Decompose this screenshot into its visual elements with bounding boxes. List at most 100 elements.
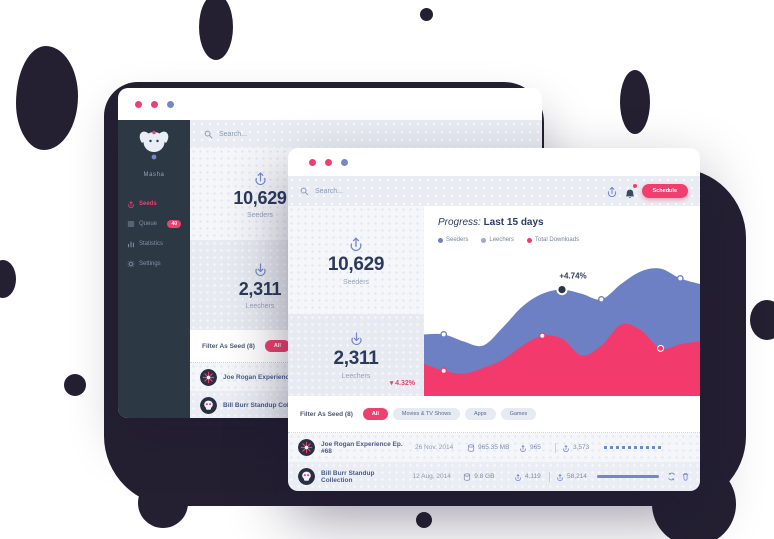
torrent-date: 12 Aug, 2014 (412, 473, 451, 480)
upload-count-icon (557, 473, 563, 481)
back-window-titlebar (118, 88, 542, 120)
statistics-icon (128, 241, 134, 248)
stat-card-leechers: 2,311 Leechers ▾ 4.32% (288, 314, 424, 396)
legend-dot (527, 237, 533, 243)
progress-chart-panel: Progress: Last 15 days Seeders Leechers … (424, 206, 700, 396)
leechers-count: 2,311 (333, 348, 379, 369)
progress-bar (597, 475, 660, 478)
gear-icon (127, 260, 135, 268)
torrent-title: Joe Rogan Experience Ep. #68 (223, 373, 318, 381)
sidebar: Masha Seeds Queue 40 Statistics (118, 120, 190, 418)
chart-marker (556, 283, 568, 296)
upload-count-icon (563, 444, 569, 452)
filter-pill-games[interactable]: Games (500, 408, 537, 420)
notifications-button[interactable] (624, 184, 637, 198)
progress-area-chart: +4.74% (424, 268, 700, 396)
sidebar-item-queue[interactable]: Queue 40 (118, 214, 190, 234)
filter-row: Filter As Seed (8) All Movies & TV Shows… (288, 396, 700, 433)
torrent-row[interactable]: Joe Rogan Experience Ep. #68 26 Nov, 201… (288, 433, 700, 462)
bell-icon (625, 189, 634, 198)
sidebar-item-label: Queue (139, 221, 158, 227)
front-window-titlebar (288, 148, 700, 176)
decor-dot (0, 260, 16, 298)
leechers-count: 2,311 (238, 278, 282, 299)
total-downloads-area (424, 323, 700, 396)
profile-name: Masha (143, 172, 165, 178)
filter-pill-all[interactable]: All (362, 408, 388, 420)
upload-count-icon (515, 473, 521, 481)
sync-icon[interactable] (667, 472, 676, 481)
filter-pill-movies[interactable]: Movies & TV Shows (392, 408, 461, 420)
trash-icon[interactable] (681, 472, 690, 481)
torrent-avatar (200, 368, 217, 386)
filter-label: Filter As Seed (8) (202, 342, 255, 350)
decor-oval (620, 70, 650, 134)
torrent-date: 26 Nov, 2014 (415, 444, 454, 451)
cloud-download-icon (350, 332, 362, 345)
torrent-seeds: 4,119 (514, 473, 543, 481)
decor-dot (420, 8, 433, 21)
decor-oval (199, 0, 233, 60)
torrent-avatar (200, 396, 217, 414)
leechers-label: Leechers (341, 373, 371, 380)
sidebar-item-statistics[interactable]: Statistics (118, 234, 190, 254)
upload-count-icon (520, 444, 526, 452)
torrent-seeds: 965 (519, 444, 549, 452)
torrent-title: Joe Rogan Experience Ep. #68 (321, 440, 403, 455)
window-control-dot[interactable] (325, 158, 332, 166)
queue-count-badge: 40 (167, 220, 181, 228)
decor-dot (750, 300, 774, 340)
torrent-avatar (298, 468, 315, 485)
torrent-row[interactable]: Bill Burr Standup Collection 12 Aug, 201… (288, 462, 700, 491)
notification-dot (632, 184, 637, 188)
torrent-size: 9.8 GB (463, 472, 508, 481)
profile-avatar[interactable] (134, 125, 174, 165)
chart-markers (440, 274, 684, 375)
sidebar-menu: Seeds Queue 40 Statistics Settings (118, 194, 190, 274)
cloud-upload-icon (254, 171, 266, 185)
chart-marker (538, 332, 546, 340)
filter-label: Filter As Seed (8) (300, 410, 353, 418)
sidebar-item-label: Seeds (139, 201, 157, 207)
legend-dot (438, 237, 443, 243)
divider (549, 471, 551, 482)
stat-card-seeders: 10,629 Seeders (288, 206, 424, 314)
torrent-downloads: 58,214 (556, 473, 591, 481)
chart-marker (440, 331, 448, 338)
chart-marker (597, 296, 605, 303)
search-input[interactable]: Search... (190, 120, 542, 148)
sidebar-item-seeds[interactable]: Seeds (118, 194, 190, 214)
chart-marker (440, 367, 448, 375)
decor-circle (138, 478, 188, 528)
window-control-dot[interactable] (167, 100, 174, 108)
chart-legend: Seeders Leechers Total Downloads (438, 237, 579, 243)
chart-title: Progress: Last 15 days (438, 217, 544, 228)
legend-item-seeders[interactable]: Seeders (438, 237, 468, 243)
legend-item-leechers[interactable]: Leechers (481, 237, 514, 243)
window-control-dot[interactable] (309, 158, 316, 166)
schedule-button[interactable]: Schedule (641, 184, 688, 198)
search-icon (204, 130, 213, 138)
queue-icon (127, 221, 135, 227)
window-control-dot[interactable] (341, 158, 348, 166)
cloud-upload-icon[interactable] (606, 185, 618, 197)
seeders-label: Seeders (342, 278, 370, 286)
sidebar-item-settings[interactable]: Settings (118, 254, 190, 274)
filter-pill-all[interactable]: All (264, 340, 290, 352)
window-control-dot[interactable] (151, 100, 158, 108)
filter-pill-apps[interactable]: Apps (465, 408, 496, 420)
torrent-size: 965.35 MB (467, 443, 513, 452)
legend-dot (481, 237, 487, 243)
database-icon (464, 472, 471, 481)
sidebar-item-label: Settings (139, 261, 161, 267)
divider (555, 442, 556, 453)
decor-dot (416, 512, 432, 528)
leechers-delta: ▾ 4.32% (389, 380, 415, 387)
window-control-dot[interactable] (135, 100, 142, 108)
legend-item-total-downloads[interactable]: Total Downloads (527, 237, 579, 243)
search-input[interactable]: Search... (315, 187, 344, 195)
torrent-avatar (298, 439, 315, 456)
cloud-download-icon (254, 262, 266, 276)
database-icon (467, 443, 475, 452)
